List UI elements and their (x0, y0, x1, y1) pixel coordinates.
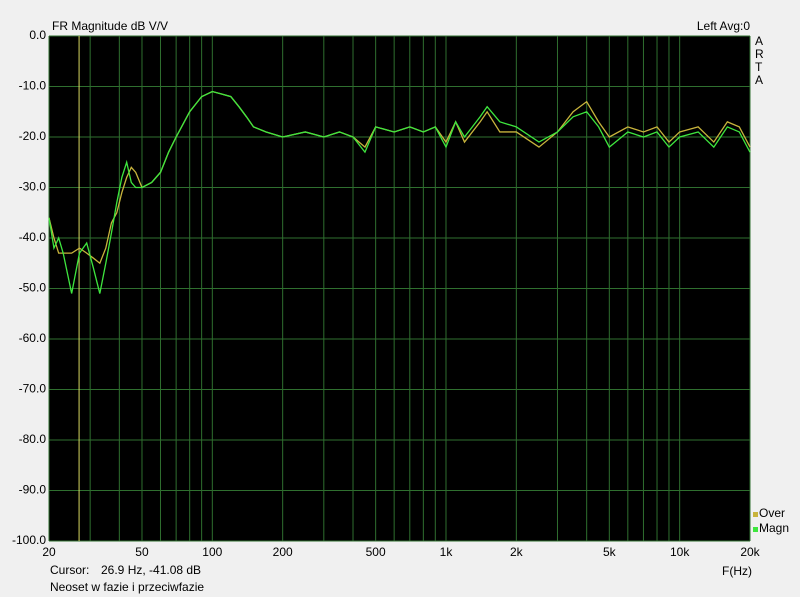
y-tick-label: -40.0 (19, 230, 47, 244)
x-tick-label: 200 (273, 545, 293, 559)
brand-letter: R (755, 47, 764, 61)
brand-letter: A (755, 34, 763, 48)
x-tick-label: 500 (366, 545, 386, 559)
legend-swatch (753, 512, 758, 517)
y-tick-label: -50.0 (19, 281, 47, 295)
x-tick-label: 20k (740, 545, 760, 559)
y-tick-label: -80.0 (19, 432, 47, 446)
x-axis-label: F(Hz) (722, 564, 752, 578)
legend-label: Magn (759, 521, 789, 535)
cursor-label: Cursor: (50, 563, 89, 577)
x-tick-label: 20 (42, 545, 56, 559)
y-tick-label: 0.0 (29, 28, 46, 42)
x-tick-label: 50 (135, 545, 149, 559)
y-tick-label: -90.0 (19, 483, 47, 497)
y-tick-label: -60.0 (19, 331, 47, 345)
series-line (48, 90, 751, 294)
x-tick-label: 100 (202, 545, 222, 559)
x-tick-label: 1k (440, 545, 454, 559)
y-tick-label: -70.0 (19, 382, 47, 396)
x-tick-label: 10k (670, 545, 690, 559)
legend-swatch (753, 527, 758, 532)
x-tick-label: 2k (510, 545, 524, 559)
y-tick-label: -30.0 (19, 180, 47, 194)
y-tick-label: -20.0 (19, 129, 47, 143)
chart-title: FR Magnitude dB V/V (52, 19, 168, 33)
x-tick-label: 5k (603, 545, 617, 559)
y-tick-label: -100.0 (12, 533, 46, 547)
brand-letter: A (755, 73, 763, 87)
caption: Neoset w fazie i przeciwfazie (50, 580, 204, 594)
channel-label: Left Avg:0 (697, 19, 750, 33)
y-tick-label: -10.0 (19, 79, 47, 93)
legend-label: Over (759, 506, 785, 520)
brand-letter: T (755, 60, 763, 74)
cursor-readout: 26.9 Hz, -41.08 dB (101, 563, 201, 577)
